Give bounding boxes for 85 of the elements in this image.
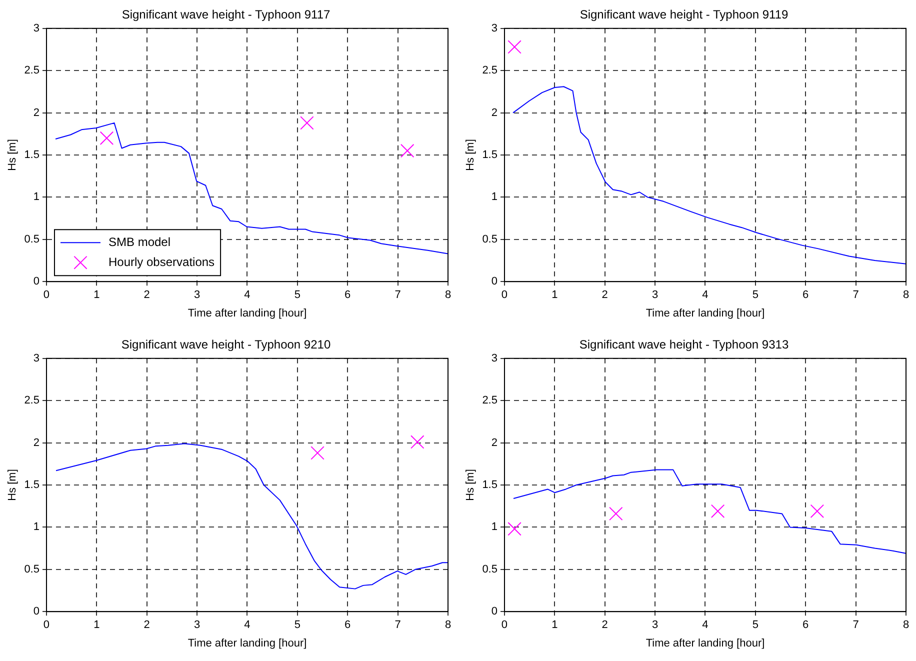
chart-title: Significant wave height - Typhoon 9210: [121, 338, 331, 352]
x-tick-label: 8: [902, 289, 910, 302]
x-tick-label: 7: [852, 619, 859, 632]
x-tick-label: 3: [194, 619, 200, 632]
y-tick-label: 1.5: [24, 149, 40, 162]
y-tick-label: 2: [491, 436, 498, 449]
y-axis-title: Hs [m]: [464, 139, 477, 171]
chart-title: Significant wave height - Typhoon 9117: [122, 8, 331, 22]
y-axis-title: Hs [m]: [6, 469, 19, 501]
x-tick-label: 2: [144, 289, 150, 302]
legend-label: SMB model: [108, 234, 171, 249]
x-tick-label: 6: [802, 619, 809, 632]
x-axis-title: Time after landing [hour]: [646, 307, 765, 320]
x-tick-label: 1: [552, 289, 558, 302]
point: [508, 522, 522, 536]
y-tick-label: 3: [491, 22, 498, 34]
x-tick-label: 4: [244, 289, 250, 302]
point: [400, 144, 414, 158]
point: [609, 506, 623, 521]
y-tick-label: 2.5: [482, 394, 498, 407]
x-tick-label: 7: [394, 619, 401, 632]
x-tick-label: 0: [501, 619, 508, 632]
point: [300, 116, 314, 130]
y-tick-label: 3: [33, 352, 40, 364]
y-tick-label: 2.5: [24, 394, 40, 407]
y-tick-label: 0.5: [482, 233, 498, 246]
x-tick-label: 5: [294, 289, 300, 302]
x-tick-label: 3: [652, 619, 658, 632]
y-tick-label: 0: [491, 606, 498, 618]
x-tick-label: 4: [702, 289, 708, 302]
x-tick-label: 1: [552, 619, 558, 632]
x-tick-label: 7: [394, 289, 401, 302]
x-tick-label: 8: [444, 289, 452, 302]
x-tick-label: 6: [344, 619, 351, 632]
y-tick-label: 1.5: [24, 479, 40, 492]
y-tick-label: 2.5: [24, 64, 40, 77]
y-tick-label: 3: [33, 22, 40, 34]
x-tick-label: 1: [94, 619, 100, 632]
y-tick-label: 1: [491, 191, 498, 204]
x-tick-label: 0: [43, 289, 50, 302]
point: [100, 131, 114, 145]
x-tick-label: 0: [501, 289, 508, 302]
y-tick-label: 0: [33, 276, 40, 288]
y-tick-label: 1.5: [482, 479, 498, 492]
y-tick-label: 0: [491, 276, 498, 288]
y-tick-label: 1: [33, 191, 40, 204]
legend-label: Hourly observations: [108, 254, 215, 269]
x-tick-label: 4: [244, 619, 250, 632]
x-axis-title: Time after landing [hour]: [188, 637, 307, 650]
chart-title: Significant wave height - Typhoon 9119: [580, 8, 789, 22]
x-tick-label: 8: [444, 619, 452, 632]
y-tick-label: 0.5: [24, 563, 40, 576]
x-tick-label: 2: [602, 289, 608, 302]
x-tick-label: 4: [702, 619, 708, 632]
x-tick-label: 2: [602, 619, 608, 632]
x-tick-label: 5: [752, 289, 758, 302]
x-tick-label: 2: [144, 619, 150, 632]
y-axis-title: Hs [m]: [6, 139, 19, 171]
x-tick-label: 8: [902, 619, 910, 632]
y-axis-title: Hs [m]: [464, 469, 477, 501]
x-tick-label: 0: [43, 619, 50, 632]
y-tick-label: 0.5: [482, 563, 498, 576]
x-tick-label: 3: [194, 289, 200, 302]
y-tick-label: 2: [491, 106, 498, 119]
y-tick-label: 0.5: [24, 233, 40, 246]
y-tick-label: 1: [491, 521, 498, 534]
chart-title: Significant wave height - Typhoon 9313: [579, 338, 789, 352]
x-tick-label: 6: [344, 289, 351, 302]
x-tick-label: 3: [652, 289, 658, 302]
y-tick-label: 0: [33, 606, 40, 618]
y-tick-label: 1.5: [482, 149, 498, 162]
x-tick-label: 7: [852, 289, 859, 302]
x-axis-title: Time after landing [hour]: [188, 307, 307, 320]
y-tick-label: 3: [491, 352, 498, 364]
y-tick-label: 1: [33, 521, 40, 534]
x-tick-label: 5: [752, 619, 758, 632]
y-tick-label: 2.5: [482, 64, 498, 77]
x-tick-label: 6: [802, 289, 809, 302]
y-tick-label: 2: [33, 436, 40, 449]
x-tick-label: 5: [294, 619, 300, 632]
x-tick-label: 1: [94, 289, 100, 302]
y-tick-label: 2: [33, 106, 40, 119]
x-axis-title: Time after landing [hour]: [646, 637, 765, 650]
point: [810, 504, 824, 518]
point: [710, 504, 725, 518]
